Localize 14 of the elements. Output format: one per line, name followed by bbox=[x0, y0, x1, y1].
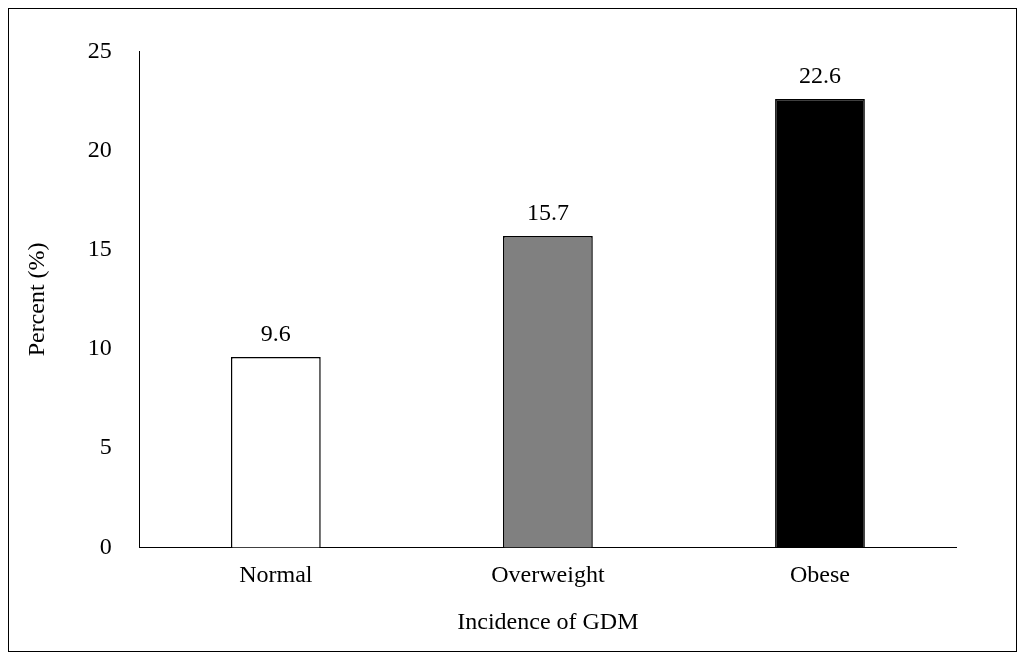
data-label: 9.6 bbox=[260, 320, 291, 347]
x-tick-label: Overweight bbox=[491, 561, 605, 588]
y-tick-label: 20 bbox=[87, 135, 112, 162]
y-tick-label: 5 bbox=[99, 433, 112, 460]
y-axis-title: Percent (%) bbox=[22, 242, 49, 357]
x-tick-label: Normal bbox=[239, 561, 313, 588]
y-tick-label: 10 bbox=[87, 334, 112, 361]
y-tick-label: 25 bbox=[87, 36, 112, 63]
data-label: 22.6 bbox=[798, 62, 841, 89]
x-tick-label: Obese bbox=[789, 561, 850, 588]
data-label: 15.7 bbox=[526, 199, 569, 226]
x-axis-title: Incidence of GDM bbox=[457, 607, 639, 634]
y-tick-label: 0 bbox=[99, 532, 112, 559]
y-tick-label: 15 bbox=[87, 235, 112, 262]
